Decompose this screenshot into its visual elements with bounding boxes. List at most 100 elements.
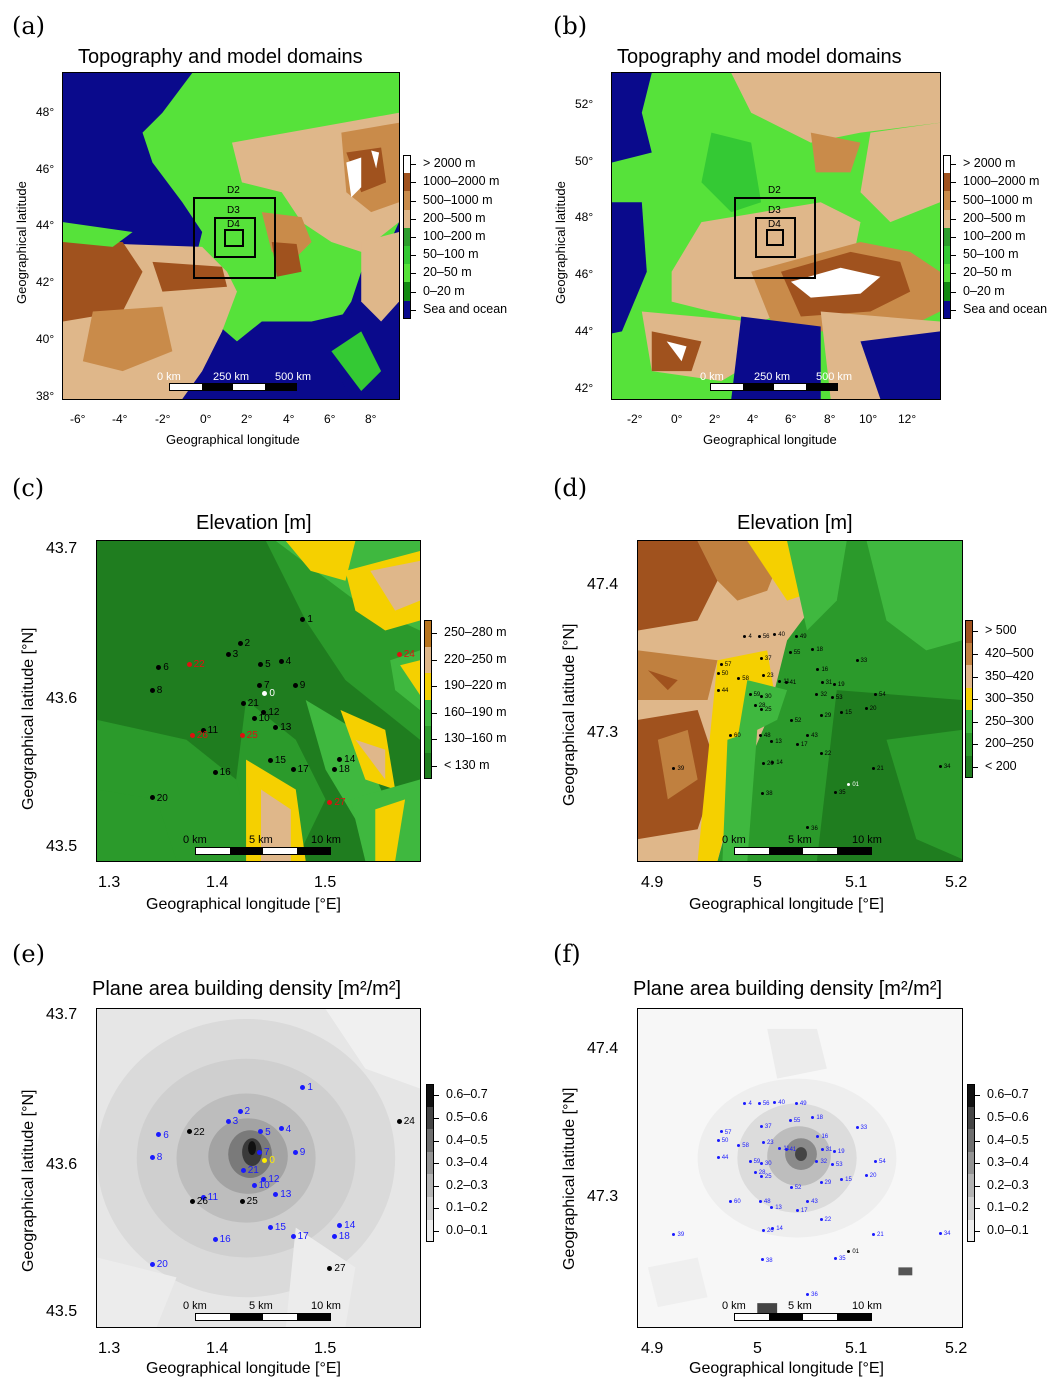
station-marker-50: 50: [716, 671, 729, 678]
station-marker-43: 43: [806, 1199, 818, 1205]
domain-d4-box: [766, 229, 784, 246]
station-dot: [778, 1146, 782, 1150]
ytick: 47.4: [587, 576, 619, 593]
legend-label: 1000–2000 m: [963, 174, 1040, 189]
station-marker-43: 43: [806, 733, 818, 739]
station-dot: [771, 1227, 775, 1231]
elevation-map-image: [97, 541, 420, 861]
station-label: 36: [811, 825, 818, 832]
station-dot: [743, 634, 747, 638]
legend-tick: [973, 744, 978, 746]
station-dot: [237, 641, 243, 647]
legend-label: 130–160 m: [444, 731, 507, 746]
panel-title: Topography and model domains: [617, 46, 902, 68]
legend-tick: [975, 1140, 980, 1142]
station-marker-14: 14: [771, 1226, 783, 1232]
station-dot: [816, 667, 820, 671]
station-marker-30: 30: [759, 694, 772, 700]
station-marker-3: 3: [225, 649, 238, 660]
legend-tick: [434, 1230, 439, 1232]
station-marker-54: 54: [874, 692, 886, 698]
station-marker-16: 16: [212, 1234, 231, 1245]
station-dot: [788, 651, 792, 655]
ytick: 43.5: [46, 838, 78, 855]
station-marker-17: 17: [290, 765, 309, 775]
xtick: 1.3: [98, 874, 121, 891]
station-dot: [874, 693, 878, 697]
legend-tick: [411, 309, 416, 311]
station-dot: [225, 651, 231, 657]
station-marker-6: 6: [156, 663, 169, 673]
legend-label: Sea and ocean: [423, 301, 508, 316]
station-label: 50: [721, 671, 729, 678]
station-label: 29: [824, 1180, 832, 1187]
station-marker-56: 56: [757, 1101, 770, 1107]
station-marker-4: 4: [743, 1101, 752, 1107]
domain-d2-label: D2: [227, 185, 240, 196]
station-marker-4: 4: [278, 1124, 291, 1135]
station-label: 41: [789, 680, 797, 687]
station-marker-18: 18: [331, 765, 350, 775]
station-label: 15: [845, 710, 852, 717]
station-dot: [300, 1084, 306, 1090]
station-dot: [212, 1236, 218, 1242]
scale-bar: [195, 1313, 331, 1321]
legend-label: 0.3–0.4: [987, 1155, 1029, 1170]
legend-label: 300–350: [985, 691, 1034, 706]
scale-label-2: 500 km: [816, 371, 853, 383]
station-marker-32: 32: [815, 692, 827, 698]
station-dot: [794, 634, 798, 638]
station-marker-11: 11: [200, 726, 218, 736]
station-marker-15: 15: [267, 1222, 286, 1233]
xtick: 1.5: [314, 874, 337, 891]
x-axis-label: Geographical longitude: [703, 432, 837, 447]
station-marker-4: 4: [278, 657, 291, 667]
station-marker-41: 41: [784, 1147, 796, 1153]
station-marker-23: 23: [761, 1140, 774, 1146]
legend-swatch: [965, 620, 973, 643]
station-marker-39: 39: [672, 1232, 684, 1238]
station-label: 38: [765, 1257, 773, 1264]
station-label: 60: [734, 732, 741, 739]
station-label: 10: [258, 1180, 270, 1192]
station-label: 10: [258, 713, 270, 725]
station-marker-17: 17: [795, 742, 808, 748]
station-label: 20: [156, 1259, 168, 1270]
legend-swatch: [943, 282, 951, 301]
station-dot: [757, 634, 761, 638]
station-marker-40: 40: [773, 1100, 785, 1106]
station-marker-53: 53: [830, 1162, 843, 1168]
xtick: 4°: [747, 412, 759, 426]
station-dot: [729, 733, 733, 737]
station-marker-57: 57: [719, 662, 731, 668]
legend-label: Sea and ocean: [963, 301, 1048, 316]
xtick: -6°: [70, 412, 86, 426]
legend-tick: [975, 1230, 980, 1232]
station-label: 39: [677, 1232, 685, 1239]
station-label: 17: [297, 1230, 309, 1242]
station-marker-26: 26: [189, 1197, 208, 1207]
legend-label: 160–190 m: [444, 704, 507, 719]
legend-swatch: [967, 1197, 975, 1220]
legend-label: 0–20 m: [963, 283, 1005, 298]
legend-tick: [434, 1140, 439, 1142]
legend-label: 100–200 m: [963, 228, 1026, 243]
station-marker-60: 60: [729, 1199, 741, 1205]
station-dot: [759, 1161, 763, 1165]
legend-swatch: [424, 726, 432, 753]
station-label: 18: [816, 1114, 823, 1121]
scale-label-1: 250 km: [754, 371, 791, 383]
station-dot: [672, 1233, 676, 1237]
legend-label: 0–20 m: [423, 283, 465, 298]
station-label: 30: [764, 1160, 772, 1167]
station-dot: [759, 1175, 763, 1179]
station-label: 20: [156, 792, 168, 804]
station-dot: [719, 1130, 723, 1134]
xtick: -4°: [112, 412, 128, 426]
station-label: 7: [264, 1147, 270, 1159]
scale-label-1: 5 km: [788, 1300, 812, 1312]
panel-letter: (d): [553, 474, 588, 502]
xtick: 5: [753, 1340, 762, 1357]
station-dot: [830, 1163, 834, 1167]
station-dot: [737, 676, 741, 680]
